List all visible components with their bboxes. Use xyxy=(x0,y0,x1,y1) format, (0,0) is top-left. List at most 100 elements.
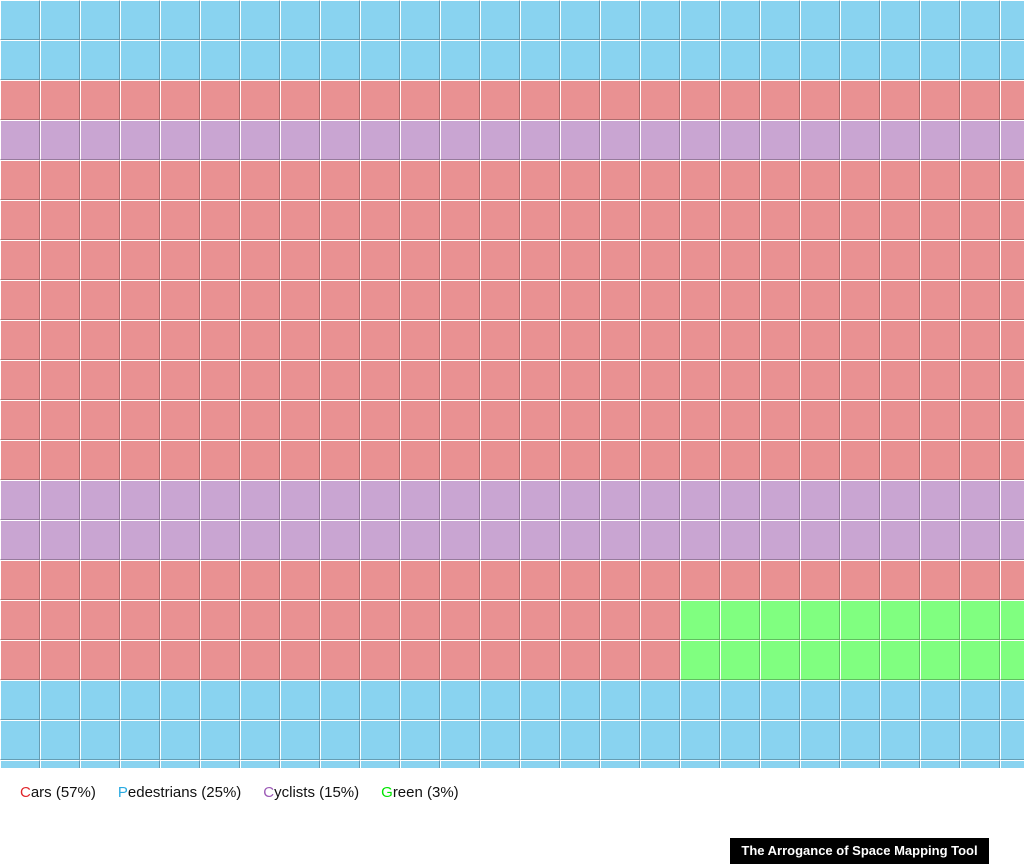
grid-cell-cars xyxy=(480,200,520,240)
grid-cell-cyclists xyxy=(520,520,560,560)
grid-cell-cars xyxy=(240,320,280,360)
grid-cell-pedestrians xyxy=(720,40,760,80)
grid-cell-green xyxy=(920,640,960,680)
grid-cell-cars xyxy=(920,200,960,240)
grid-cell-cars xyxy=(0,400,40,440)
grid-cell-cyclists xyxy=(520,480,560,520)
grid-cell-pedestrians xyxy=(0,40,40,80)
grid-cell-cars xyxy=(920,560,960,600)
grid-cell-pedestrians xyxy=(0,720,40,760)
grid-cell-pedestrians xyxy=(200,680,240,720)
grid-cell-cars xyxy=(240,240,280,280)
grid-cell-pedestrians xyxy=(920,720,960,760)
grid-cell-cars xyxy=(0,440,40,480)
grid-cell-cars xyxy=(80,360,120,400)
grid-cell-cyclists xyxy=(80,120,120,160)
grid-cell-cars xyxy=(600,280,640,320)
grid-cell-cars xyxy=(360,80,400,120)
grid-cell-cars xyxy=(200,640,240,680)
grid-cell-cars xyxy=(520,560,560,600)
grid-cell-pedestrians xyxy=(560,0,600,40)
grid-cell-cyclists xyxy=(360,480,400,520)
grid-cell-cars xyxy=(400,440,440,480)
grid-cell-cars xyxy=(560,200,600,240)
grid-cell-cars xyxy=(160,320,200,360)
grid-cell-cyclists xyxy=(120,520,160,560)
grid-cell-pedestrians xyxy=(480,40,520,80)
grid-cell-cars xyxy=(400,240,440,280)
grid-cell-pedestrians xyxy=(440,680,480,720)
grid-cell-pedestrians xyxy=(840,720,880,760)
grid-cell-pedestrians xyxy=(240,760,280,768)
legend-item-pedestrians: Pedestrians (25%) xyxy=(118,784,241,801)
grid-cell-cyclists xyxy=(920,480,960,520)
grid-cell-cars xyxy=(480,360,520,400)
grid-cell-cars xyxy=(800,160,840,200)
grid-cell-cars xyxy=(960,160,1000,200)
grid-cell-cyclists xyxy=(720,480,760,520)
grid-cell-pedestrians xyxy=(560,680,600,720)
grid-cell-pedestrians xyxy=(360,680,400,720)
grid-cell-cyclists xyxy=(760,480,800,520)
grid-cell-cyclists xyxy=(400,120,440,160)
grid-cell-cars xyxy=(800,400,840,440)
grid-cell-cars xyxy=(880,160,920,200)
tool-title-badge[interactable]: The Arrogance of Space Mapping Tool xyxy=(730,838,989,864)
grid-cell-cyclists xyxy=(840,520,880,560)
grid-cell-cars xyxy=(80,320,120,360)
grid-cell-cars xyxy=(360,280,400,320)
grid-cell-cyclists xyxy=(240,480,280,520)
grid-cell-pedestrians xyxy=(320,720,360,760)
grid-cell-cyclists xyxy=(960,520,1000,560)
grid-cell-cars xyxy=(800,360,840,400)
grid-cell-pedestrians xyxy=(240,720,280,760)
legend-initial: C xyxy=(20,784,31,801)
grid-cell-cars xyxy=(160,400,200,440)
grid-cell-cyclists xyxy=(200,480,240,520)
grid-cell-cyclists xyxy=(200,120,240,160)
grid-cell-cyclists xyxy=(480,120,520,160)
grid-cell-pedestrians xyxy=(360,40,400,80)
grid-cell-cars xyxy=(120,560,160,600)
grid-cell-cyclists xyxy=(760,520,800,560)
grid-cell-cars xyxy=(840,360,880,400)
grid-cell-pedestrians xyxy=(480,760,520,768)
grid-cell-cars xyxy=(520,240,560,280)
grid-cell-cyclists xyxy=(0,120,40,160)
grid-cell-cyclists xyxy=(320,520,360,560)
grid-cell-cars xyxy=(920,240,960,280)
grid-cell-cyclists xyxy=(80,480,120,520)
grid-cell-cars xyxy=(760,80,800,120)
grid-cell-cars xyxy=(240,200,280,240)
grid-cell-cars xyxy=(720,560,760,600)
grid-cell-cyclists xyxy=(960,120,1000,160)
grid-cell-cars xyxy=(160,200,200,240)
grid-cell-cars xyxy=(880,240,920,280)
grid-cell-cyclists xyxy=(640,520,680,560)
legend-initial: G xyxy=(381,784,393,801)
grid-cell-cyclists xyxy=(960,480,1000,520)
grid-cell-pedestrians xyxy=(880,0,920,40)
grid-cell-pedestrians xyxy=(320,0,360,40)
grid-cell-cars xyxy=(960,360,1000,400)
grid-cell-cars xyxy=(240,400,280,440)
grid-cell-cars xyxy=(320,200,360,240)
grid-cell-cars xyxy=(520,640,560,680)
grid-cell-cars xyxy=(840,240,880,280)
grid-cell-cars xyxy=(600,560,640,600)
grid-cell-cars xyxy=(520,320,560,360)
grid-cell-pedestrians xyxy=(880,40,920,80)
grid-cell-cyclists xyxy=(600,120,640,160)
grid-cell-pedestrians xyxy=(800,760,840,768)
grid-cell-cars xyxy=(80,160,120,200)
grid-cell-cyclists xyxy=(880,120,920,160)
grid-cell-cars xyxy=(1000,80,1024,120)
grid-cell-pedestrians xyxy=(960,680,1000,720)
grid-cell-cars xyxy=(160,560,200,600)
grid-cell-cars xyxy=(520,160,560,200)
grid-cell-cyclists xyxy=(680,520,720,560)
grid-cell-cars xyxy=(40,560,80,600)
grid-cell-cyclists xyxy=(160,520,200,560)
grid-cell-cars xyxy=(1000,280,1024,320)
grid-cell-cars xyxy=(200,280,240,320)
